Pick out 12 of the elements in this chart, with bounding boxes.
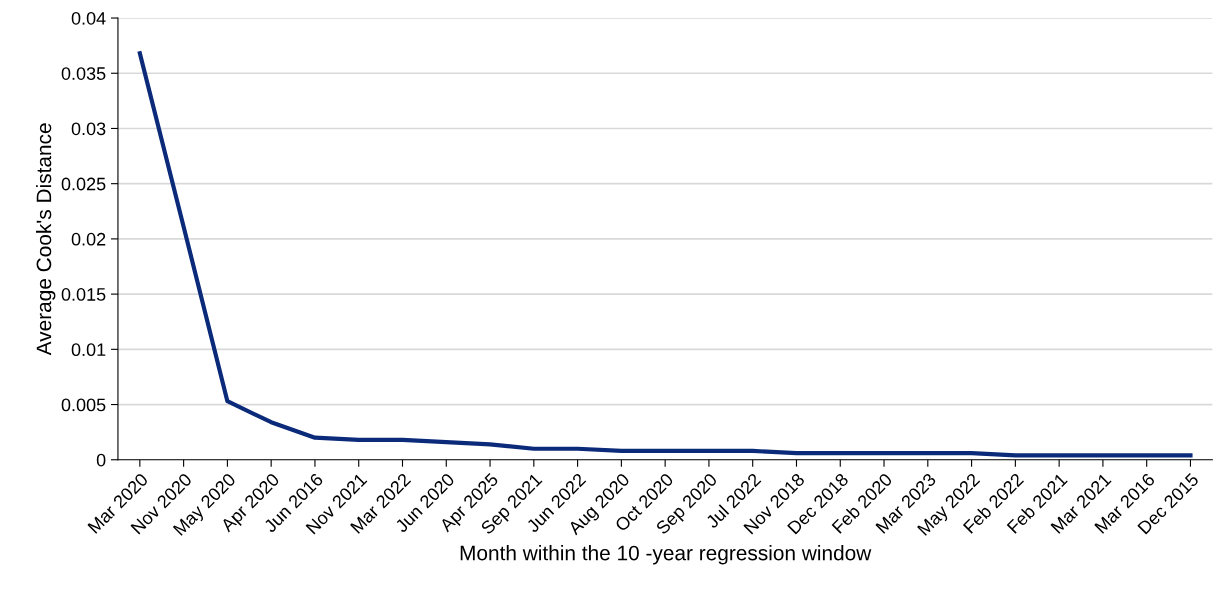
y-tick-label: 0.02 bbox=[71, 232, 106, 246]
y-tick-label: 0.005 bbox=[61, 398, 106, 412]
y-tick-label: 0.035 bbox=[61, 67, 106, 80]
x-axis-title: Month within the 10 -year regression window bbox=[460, 545, 872, 565]
y-axis-title: Average Cook's Distance bbox=[35, 123, 56, 356]
y-tick-label: 0.03 bbox=[71, 122, 106, 136]
y-tick-label: 0 bbox=[96, 453, 106, 467]
y-tick-label: 0.015 bbox=[61, 288, 106, 301]
y-tick-label: 0.04 bbox=[71, 11, 106, 25]
line-series bbox=[137, 51, 1193, 458]
y-tick-label: 0.025 bbox=[61, 177, 106, 191]
y-tick-label: 0.01 bbox=[71, 343, 106, 357]
